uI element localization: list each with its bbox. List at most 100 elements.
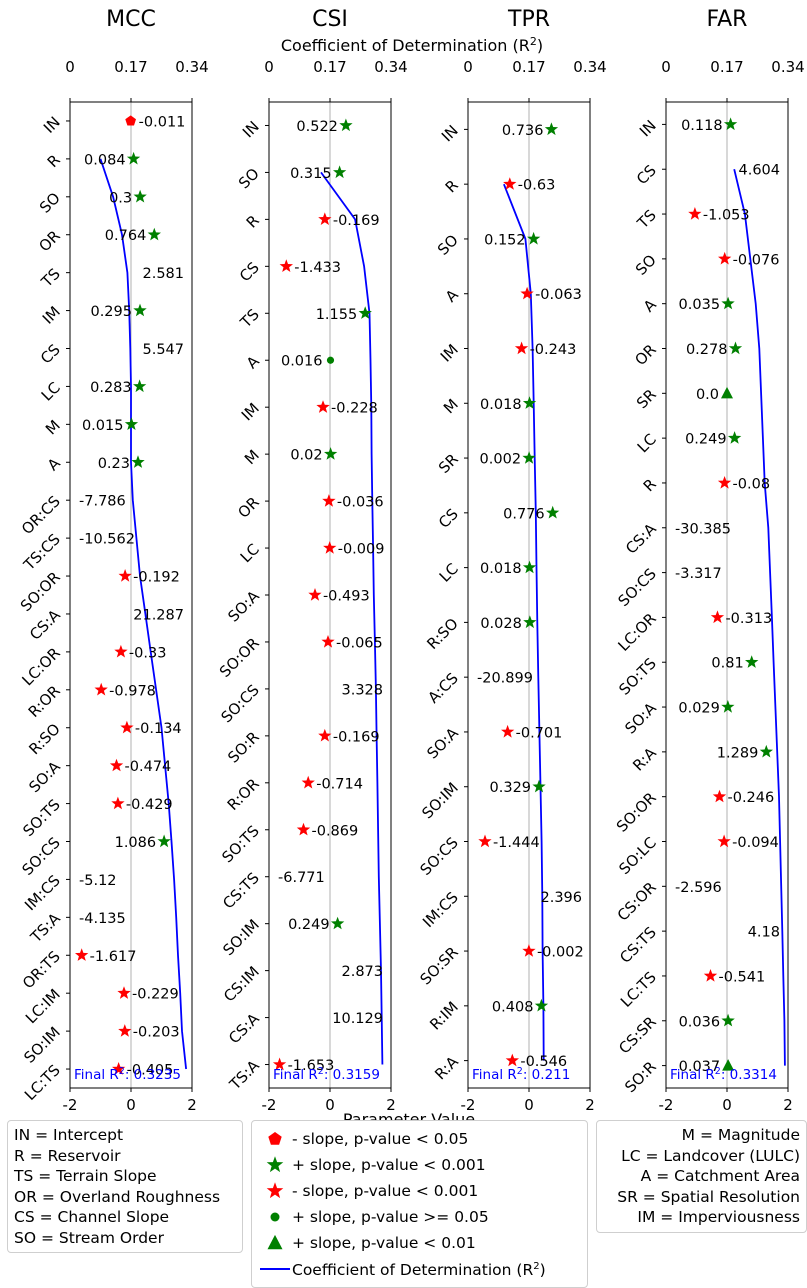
negative-star-marker xyxy=(478,834,492,848)
value-label: -0.08 xyxy=(733,476,771,492)
y-tick-label: R:A xyxy=(629,743,660,774)
legend-entry: M = Magnitude xyxy=(681,1126,800,1144)
y-tick-label: IM xyxy=(39,303,64,328)
value-label: -0.405 xyxy=(127,1063,174,1079)
y-tick-label: IN xyxy=(40,113,64,137)
legend-entry: IM = Imperviousness xyxy=(637,1208,800,1226)
value-label: 0.315 xyxy=(290,166,332,182)
y-tick-label: SO xyxy=(235,165,263,193)
value-label: 0.035 xyxy=(679,297,721,313)
negative-star-marker xyxy=(520,286,534,300)
superscript: 2 xyxy=(517,1066,523,1077)
triangle-marker-icon xyxy=(267,1234,283,1250)
top-tick-label: 0 xyxy=(65,58,75,76)
y-tick-label: SO:A xyxy=(423,724,462,763)
y-tick-label: R xyxy=(640,475,660,495)
value-label: 4.604 xyxy=(738,163,780,179)
positive-triangle-marker xyxy=(721,386,733,399)
positive-star-marker xyxy=(330,916,345,930)
value-label: -1.617 xyxy=(90,949,137,965)
positive-star-marker xyxy=(133,189,147,203)
value-label: -0.243 xyxy=(530,342,577,358)
y-tick-label: LC:OR xyxy=(614,610,659,655)
y-tick-label: LC:IM xyxy=(22,985,64,1027)
y-tick-label: LC xyxy=(634,430,660,456)
bottom-tick-label: 2 xyxy=(783,1096,793,1114)
positive-star-marker xyxy=(534,998,549,1012)
negative-pentagon-marker xyxy=(125,115,136,126)
negative-star-marker xyxy=(118,1024,132,1037)
y-tick-label: A xyxy=(442,285,463,306)
bottom-tick-label: -2 xyxy=(659,1096,674,1114)
value-label: 1.086 xyxy=(115,835,157,851)
y-tick-label: CS xyxy=(435,505,462,532)
y-tick-label: OR:CS xyxy=(18,492,64,538)
value-label: 0.118 xyxy=(681,118,723,134)
superscript: 2 xyxy=(533,1261,540,1273)
value-label: -0.011 xyxy=(139,114,186,130)
value-label: 0.408 xyxy=(492,999,534,1015)
value-label: -0.229 xyxy=(132,987,179,1003)
value-label: -0.002 xyxy=(537,945,584,961)
negative-star-marker xyxy=(296,822,311,836)
bottom-tick-label: 0 xyxy=(325,1096,335,1114)
value-label: -0.228 xyxy=(331,401,378,417)
legend-entry: IN = Intercept xyxy=(14,1126,124,1144)
final-r2-value: : 0.3235 xyxy=(125,1067,181,1083)
y-tick-label: LC xyxy=(38,379,64,405)
positive-star-marker xyxy=(522,451,536,464)
r2-line xyxy=(733,168,786,1066)
axis-label-text: Coefficient of Determination (R xyxy=(281,36,530,55)
negative-star-marker xyxy=(112,1062,126,1075)
line-marker-icon xyxy=(260,1268,290,1270)
y-tick-label: LC xyxy=(436,560,462,586)
top-tick-label: 0.34 xyxy=(573,58,606,76)
value-label: -0.541 xyxy=(718,969,765,985)
y-tick-label: SO:CS xyxy=(18,834,63,879)
value-label: 0.036 xyxy=(679,1014,721,1030)
value-label: -0.203 xyxy=(133,1025,180,1041)
y-tick-label: TS:CS xyxy=(19,530,63,574)
legend-label: - slope, p-value < 0.05 xyxy=(292,1129,469,1148)
y-tick-label: R:IM xyxy=(426,998,462,1034)
positive-circle-marker xyxy=(326,356,335,364)
legend-entry: SR = Spatial Resolution xyxy=(617,1187,800,1206)
y-tick-label: OR xyxy=(234,493,262,521)
positive-star-marker xyxy=(532,779,546,793)
positive-star-marker xyxy=(546,505,560,519)
value-label: 10.129 xyxy=(332,1011,383,1027)
value-label: 2.396 xyxy=(540,890,582,906)
y-tick-label: CS:A xyxy=(622,519,660,557)
positive-star-marker xyxy=(131,455,145,468)
legend-entry: R = Reservoir xyxy=(14,1146,121,1165)
final-r2-label: Final R2: 0.3235 xyxy=(74,1066,181,1083)
top-tick-label: 0 xyxy=(463,58,473,76)
y-tick-label: SO:LC xyxy=(615,834,660,879)
final-r2-value: : 0.3159 xyxy=(324,1067,380,1083)
negative-star-marker xyxy=(718,251,732,265)
negative-star-marker xyxy=(321,635,335,648)
panel-csi: CSI 0 0.17 0.34 -2 0 2 IN SO R CS TS A IM M OR LC SO:A SO:… xyxy=(216,7,408,1114)
positive-circle-marker xyxy=(270,1212,280,1222)
value-label: 0.0 xyxy=(696,387,719,403)
value-label: -0.009 xyxy=(338,542,385,558)
top-tick-label: 0.34 xyxy=(374,58,407,76)
bottom-tick-label: -2 xyxy=(63,1096,78,1114)
positive-star-marker xyxy=(339,118,353,132)
legend-label: Coefficient of Determination (R2) xyxy=(292,1261,546,1280)
red-star-marker-icon xyxy=(266,1182,284,1199)
positive-star-marker xyxy=(157,834,171,848)
bottom-tick-label: 2 xyxy=(585,1096,595,1114)
positive-star-marker xyxy=(358,306,372,319)
value-label: -0.546 xyxy=(520,1054,567,1070)
y-tick-label: IN xyxy=(636,117,660,141)
negative-star-marker xyxy=(316,400,330,413)
value-label: 0.02 xyxy=(290,448,322,464)
value-label: -0.169 xyxy=(333,213,380,229)
y-tick-label: TS xyxy=(37,265,64,292)
y-tick-label: IM:CS xyxy=(419,888,462,931)
value-label: -7.786 xyxy=(79,494,126,510)
y-tick-label: SO:CS xyxy=(416,834,461,879)
marker-legend: - slope, p-value < 0.05 + slope, p-value… xyxy=(251,1120,588,1288)
